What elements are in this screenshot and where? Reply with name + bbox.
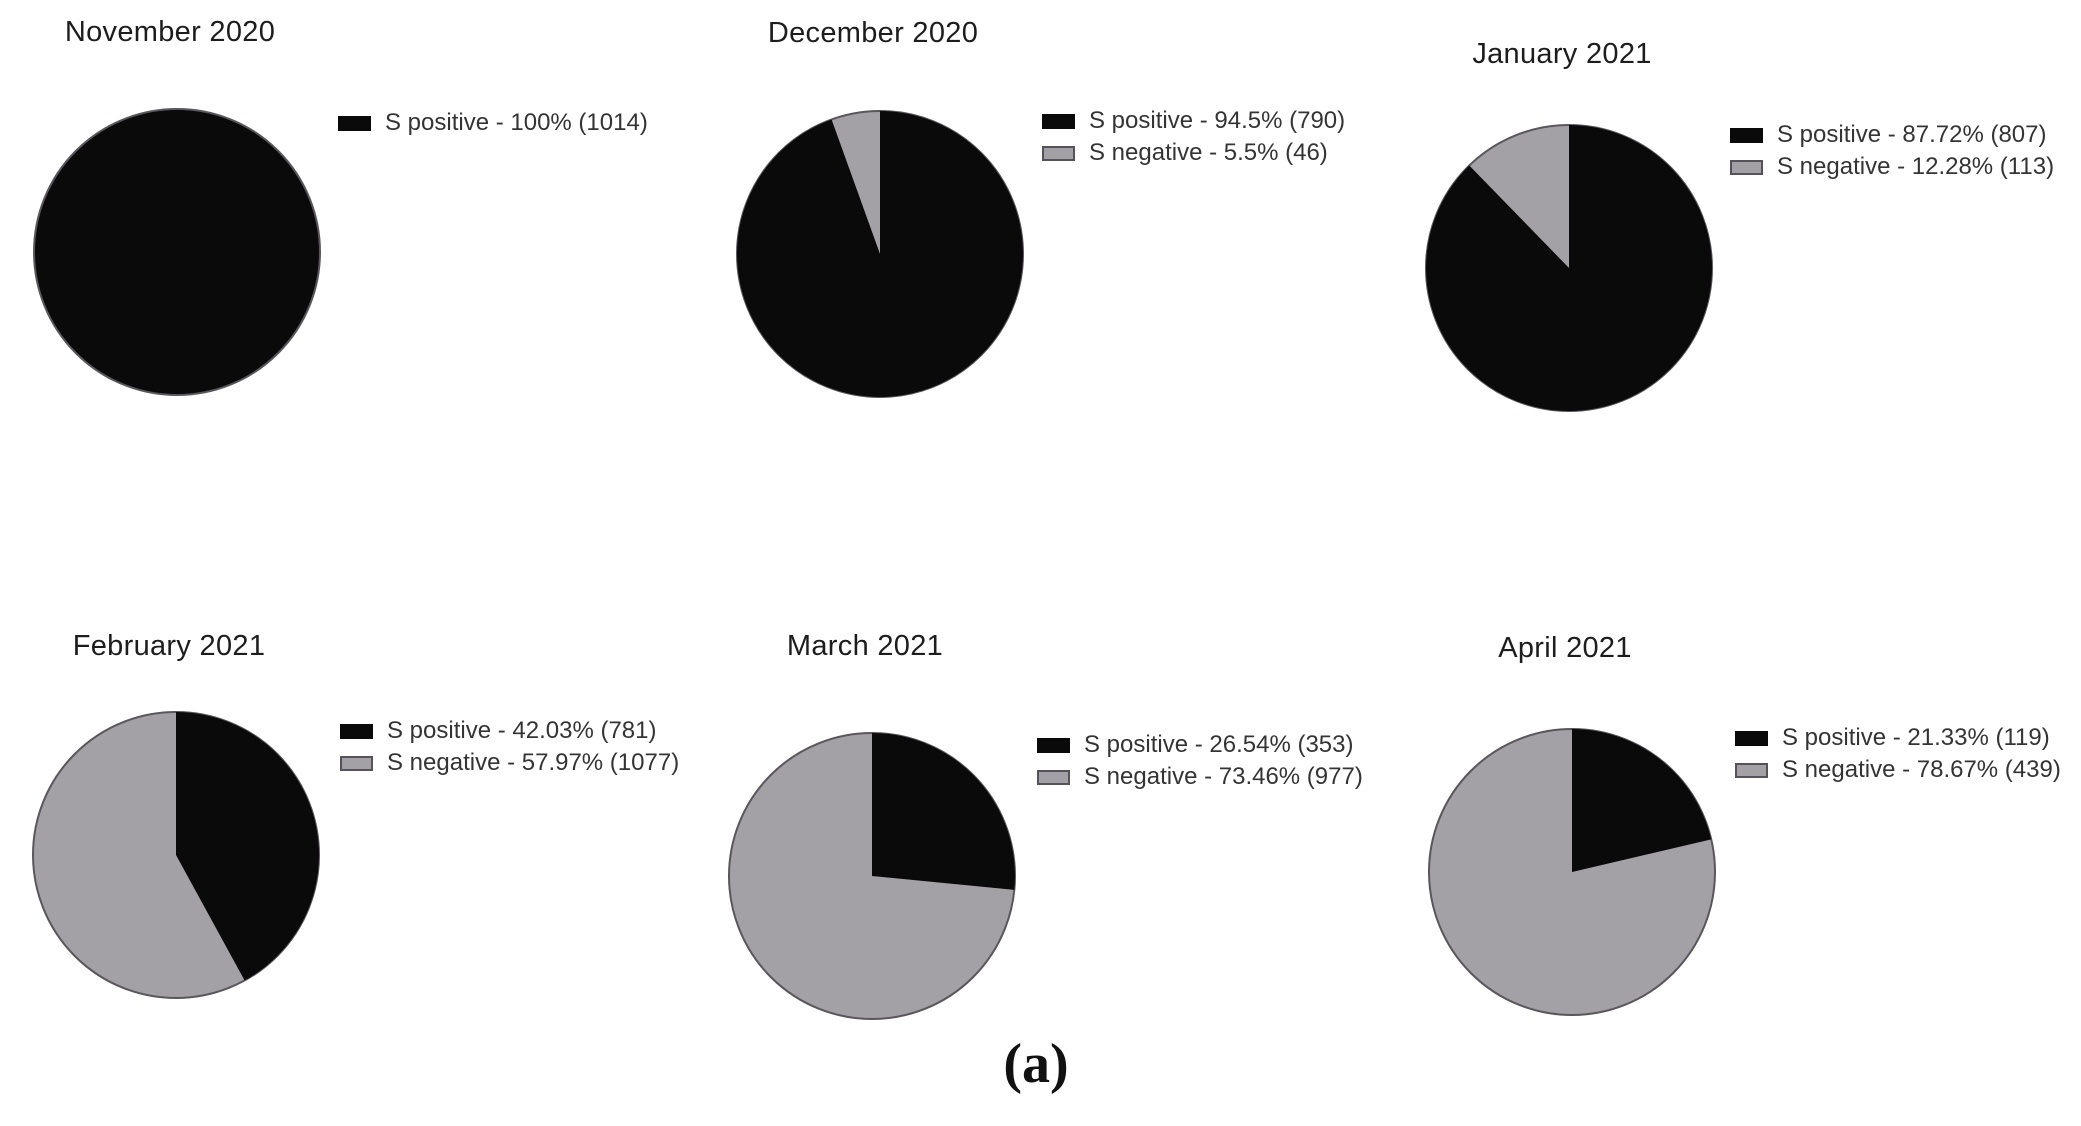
- chart-title-january-2021: January 2021: [1472, 38, 1652, 70]
- legend-item: S negative - 73.46% (977): [1037, 763, 1363, 791]
- legend-item: S negative - 5.5% (46): [1042, 139, 1345, 167]
- legend-label: S negative - 73.46% (977): [1084, 763, 1363, 790]
- legend-swatch-positive: [1037, 737, 1070, 753]
- legend-january-2021: S positive - 87.72% (807) S negative - 1…: [1730, 121, 2054, 181]
- subfigure-label-a: (a): [1003, 1033, 1069, 1095]
- legend-label: S positive - 100% (1014): [385, 109, 648, 136]
- legend-swatch-positive: [1042, 113, 1075, 129]
- chart-title-february-2021: February 2021: [72, 630, 266, 662]
- legend-swatch-positive: [1735, 730, 1768, 746]
- legend-label: S negative - 57.97% (1077): [387, 749, 680, 776]
- legend-label: S negative - 78.67% (439): [1782, 756, 2061, 783]
- pie-chart-february-2021: [32, 711, 320, 999]
- legend-label: S positive - 87.72% (807): [1777, 121, 2047, 148]
- legend-label: S positive - 94.5% (790): [1089, 107, 1346, 134]
- pie-chart-january-2021: [1425, 124, 1713, 412]
- legend-item: S positive - 26.54% (353): [1037, 731, 1363, 759]
- pie-chart-april-2021: [1428, 728, 1716, 1016]
- legend-item: S positive - 87.72% (807): [1730, 121, 2054, 149]
- legend-november-2020: S positive - 100% (1014): [338, 109, 648, 137]
- legend-swatch-positive: [338, 115, 371, 131]
- legend-item: S negative - 78.67% (439): [1735, 756, 2061, 784]
- legend-item: S positive - 94.5% (790): [1042, 107, 1345, 135]
- chart-title-april-2021: April 2021: [1498, 632, 1632, 664]
- chart-title-december-2020: December 2020: [767, 17, 979, 49]
- legend-item: S negative - 12.28% (113): [1730, 153, 2054, 181]
- legend-swatch-negative: [340, 755, 373, 771]
- chart-title-november-2020: November 2020: [64, 16, 276, 48]
- legend-item: S positive - 100% (1014): [338, 109, 648, 137]
- legend-item: S negative - 57.97% (1077): [340, 749, 679, 777]
- legend-label: S negative - 5.5% (46): [1089, 139, 1328, 166]
- legend-label: S negative - 12.28% (113): [1777, 153, 2055, 180]
- legend-april-2021: S positive - 21.33% (119) S negative - 7…: [1735, 724, 2061, 784]
- legend-label: S positive - 42.03% (781): [387, 717, 657, 744]
- legend-swatch-negative: [1042, 145, 1075, 161]
- chart-title-march-2021: March 2021: [786, 630, 944, 662]
- legend-swatch-negative: [1730, 159, 1763, 175]
- legend-swatch-negative: [1037, 769, 1070, 785]
- pie-chart-december-2020: [736, 110, 1024, 398]
- legend-swatch-positive: [1730, 127, 1763, 143]
- legend-item: S positive - 42.03% (781): [340, 717, 679, 745]
- legend-item: S positive - 21.33% (119): [1735, 724, 2061, 752]
- pie-chart-march-2021: [728, 732, 1016, 1020]
- legend-february-2021: S positive - 42.03% (781) S negative - 5…: [340, 717, 679, 777]
- legend-label: S positive - 21.33% (119): [1782, 724, 2050, 751]
- legend-march-2021: S positive - 26.54% (353) S negative - 7…: [1037, 731, 1363, 791]
- legend-label: S positive - 26.54% (353): [1084, 731, 1354, 758]
- legend-swatch-positive: [340, 723, 373, 739]
- legend-december-2020: S positive - 94.5% (790) S negative - 5.…: [1042, 107, 1345, 167]
- legend-swatch-negative: [1735, 762, 1768, 778]
- pie-chart-november-2020: [33, 108, 321, 396]
